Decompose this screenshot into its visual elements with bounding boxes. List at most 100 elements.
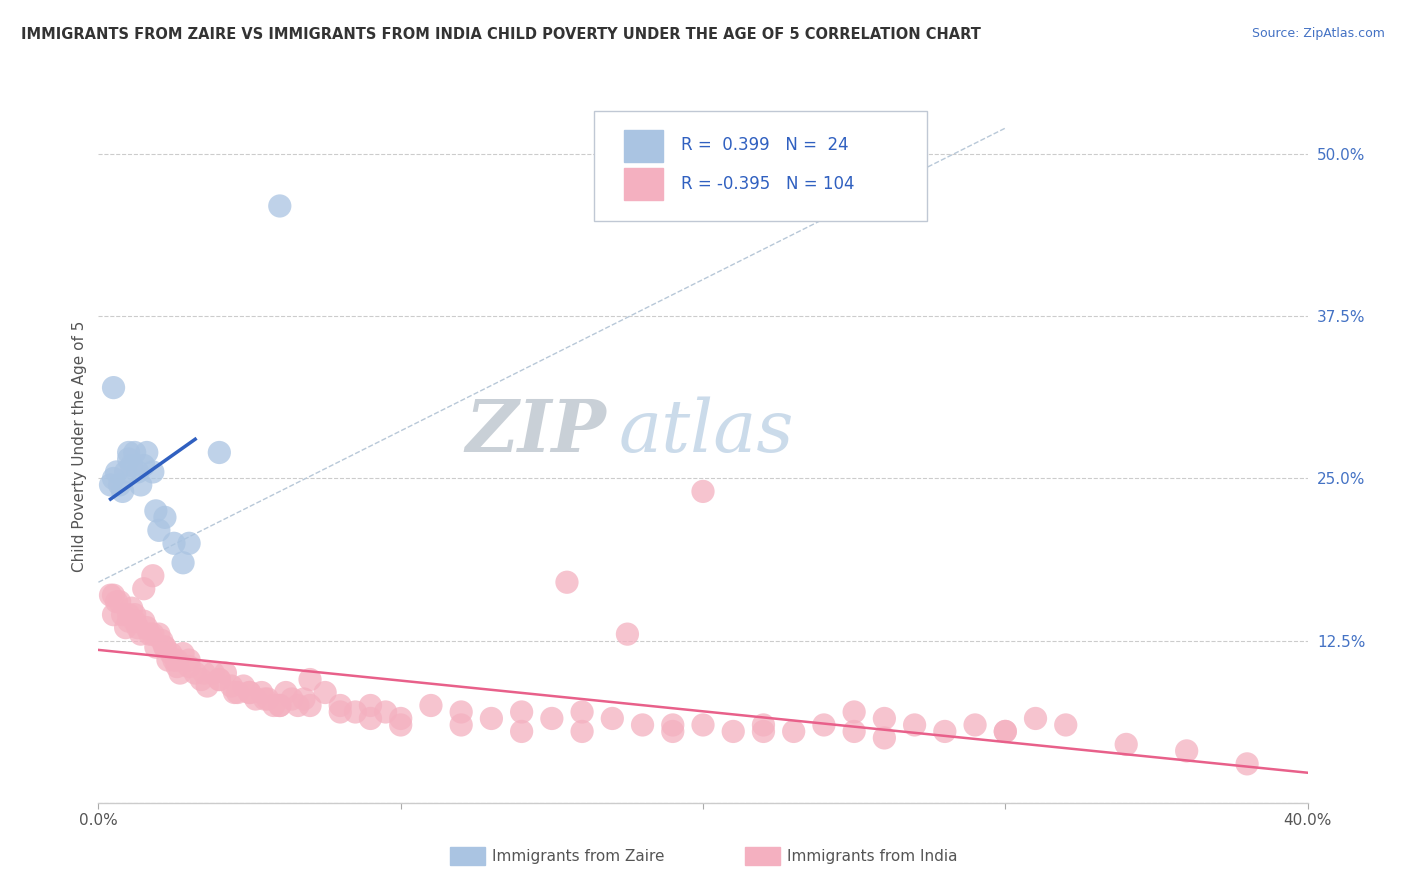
Point (873, 711, 896, 725)
Point (616, 627, 638, 641)
Point (239, 685, 262, 699)
Point (142, 465, 165, 479)
Point (132, 458, 155, 473)
Point (145, 504, 167, 518)
Point (208, 445, 231, 459)
Point (145, 640, 167, 654)
Point (934, 724, 956, 739)
Point (281, 692, 304, 706)
Point (132, 614, 155, 628)
Point (1115, 738, 1137, 752)
Point (571, 705, 593, 719)
Point (127, 621, 149, 635)
Point (208, 673, 231, 687)
Point (250, 685, 273, 699)
Point (129, 627, 152, 641)
Point (965, 718, 987, 732)
Point (135, 445, 157, 459)
Point (172, 556, 194, 570)
Point (153, 640, 176, 654)
Point (132, 582, 155, 596)
Point (253, 692, 276, 706)
Point (994, 724, 1017, 739)
Point (292, 692, 315, 706)
Point (245, 692, 267, 706)
Point (160, 647, 183, 661)
Point (844, 705, 866, 719)
Point (150, 633, 173, 648)
Point (481, 711, 503, 725)
Point (1054, 718, 1077, 732)
Point (510, 705, 533, 719)
Point (103, 607, 125, 622)
Point (1236, 756, 1258, 771)
Text: IMMIGRANTS FROM ZAIRE VS IMMIGRANTS FROM INDIA CHILD POVERTY UNDER THE AGE OF 5 : IMMIGRANTS FROM ZAIRE VS IMMIGRANTS FROM… (21, 27, 981, 42)
Point (166, 653, 188, 667)
Point (269, 698, 291, 713)
Point (510, 724, 533, 739)
Point (118, 614, 141, 628)
Point (420, 698, 443, 713)
Point (121, 601, 143, 615)
Point (156, 653, 179, 667)
Point (135, 621, 157, 635)
Y-axis label: Child Poverty Under the Age of 5: Child Poverty Under the Age of 5 (72, 320, 87, 572)
Point (190, 673, 212, 687)
Point (602, 711, 624, 725)
Point (105, 465, 128, 479)
Point (239, 685, 262, 699)
Point (105, 595, 128, 609)
Text: atlas: atlas (619, 396, 794, 467)
Point (202, 666, 225, 681)
Point (184, 666, 207, 681)
Point (153, 510, 176, 524)
Point (692, 718, 714, 732)
Point (166, 659, 188, 673)
Point (111, 484, 134, 499)
Point (263, 698, 285, 713)
Point (111, 607, 134, 622)
Point (214, 666, 236, 681)
Point (179, 653, 201, 667)
Point (389, 711, 412, 725)
Point (108, 478, 131, 492)
Point (226, 685, 249, 699)
Point (269, 698, 291, 713)
Point (752, 724, 775, 739)
Point (450, 718, 472, 732)
Point (142, 568, 165, 582)
Text: Immigrants from India: Immigrants from India (787, 849, 957, 863)
Point (662, 718, 685, 732)
Point (723, 724, 745, 739)
Point (224, 685, 246, 699)
Point (389, 718, 412, 732)
Point (374, 705, 396, 719)
Point (121, 458, 143, 473)
Text: Source: ZipAtlas.com: Source: ZipAtlas.com (1251, 27, 1385, 40)
Text: R =  0.399   N =  24: R = 0.399 N = 24 (682, 136, 849, 153)
Point (100, 478, 122, 492)
Point (172, 647, 194, 661)
Point (118, 452, 141, 467)
Point (118, 607, 141, 622)
Point (139, 627, 162, 641)
Point (256, 692, 278, 706)
Point (221, 679, 243, 693)
Point (195, 679, 218, 693)
Point (314, 685, 336, 699)
Point (344, 705, 367, 719)
Point (662, 724, 685, 739)
Point (571, 724, 593, 739)
Point (844, 724, 866, 739)
Point (103, 471, 125, 485)
Point (329, 698, 352, 713)
Point (169, 666, 191, 681)
Point (904, 718, 927, 732)
Point (299, 698, 322, 713)
Point (994, 724, 1017, 739)
Point (129, 478, 152, 492)
Point (127, 465, 149, 479)
FancyBboxPatch shape (595, 111, 927, 221)
Point (163, 536, 186, 550)
Point (124, 607, 146, 622)
